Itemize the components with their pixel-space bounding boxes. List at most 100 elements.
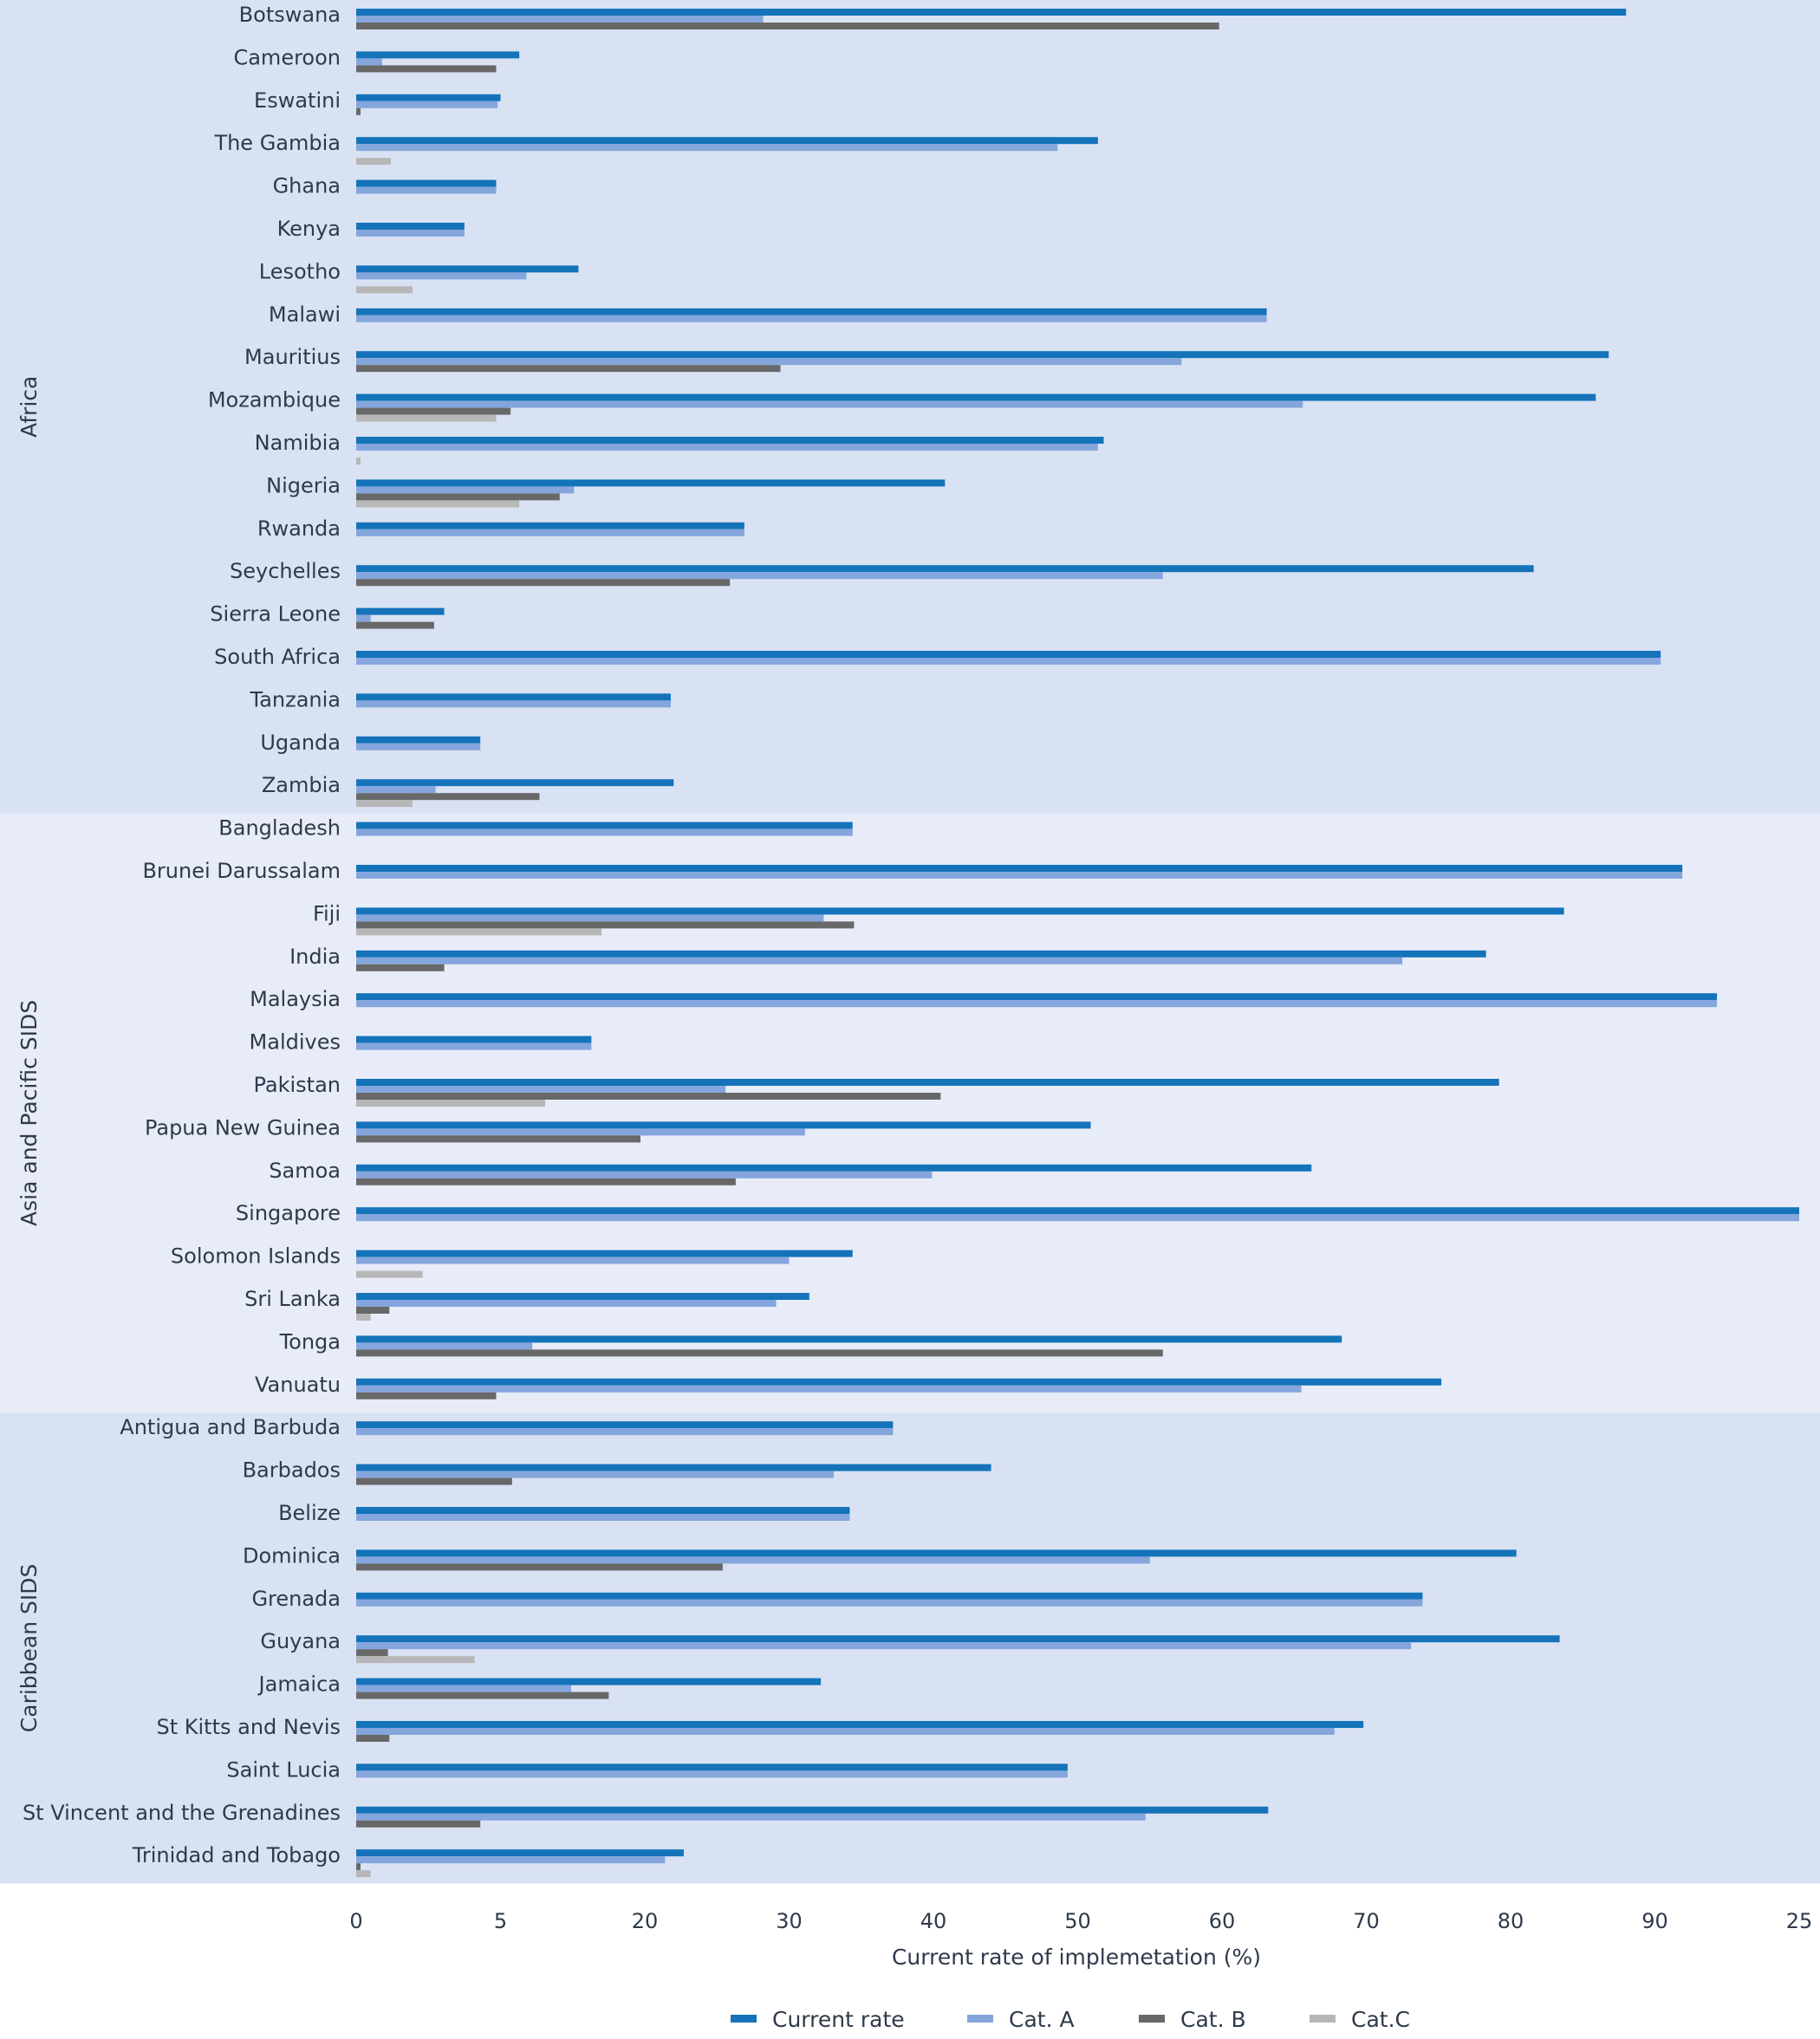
country-label: Botswana <box>239 3 341 27</box>
bar-current-rate <box>356 1464 991 1471</box>
bar-current-rate <box>356 1250 853 1257</box>
country-label: Seychelles <box>230 559 341 583</box>
bar-current-rate <box>356 9 1627 16</box>
bar-cat-a <box>356 1257 790 1264</box>
bar-current-rate <box>356 907 1564 915</box>
bar-current-rate <box>356 308 1267 315</box>
bar-cat-a <box>356 1813 1146 1821</box>
bar-current-rate <box>356 607 445 615</box>
bar-cat-b <box>356 1863 361 1871</box>
x-axis: 0 5 20 30 40 50 60 70 80 90 25 <box>349 1909 1812 1933</box>
legend-item: Cat. B <box>1139 2007 1246 2032</box>
bar-cat-a <box>356 1770 1068 1778</box>
bar-cat-b <box>356 1392 497 1399</box>
x-tick-label: 5 <box>494 1909 507 1933</box>
bar-cat-b <box>356 1563 723 1571</box>
bar-cat-c <box>356 286 413 294</box>
country-label: Barbados <box>243 1458 341 1483</box>
bar-cat-a <box>356 872 1683 879</box>
x-tick-label: 80 <box>1498 1909 1524 1933</box>
country-label: Papua New Guinea <box>145 1115 341 1140</box>
x-axis-title: Current rate of implemetation (%) <box>892 1945 1261 1970</box>
bar-cat-b <box>356 107 361 115</box>
bar-cat-b <box>356 65 497 73</box>
bar-cat-b <box>356 407 511 415</box>
bar-cat-a <box>356 1514 850 1521</box>
bar-cat-a <box>356 315 1267 322</box>
country-label: Lesotho <box>259 259 341 283</box>
bar-cat-c <box>356 158 391 166</box>
legend-item: Cat.C <box>1310 2007 1410 2032</box>
bar-cat-c <box>356 414 497 422</box>
bar-cat-a <box>356 743 481 750</box>
bar-cat-a <box>356 1728 1335 1735</box>
bar-cat-a <box>356 186 497 194</box>
bar-cat-b <box>356 1093 941 1100</box>
bar-cat-a <box>356 786 436 794</box>
bar-cat-b <box>356 1307 390 1314</box>
country-label: St Kitts and Nevis <box>156 1715 341 1739</box>
bar-cat-c <box>356 1656 475 1664</box>
country-label: Grenada <box>251 1587 341 1611</box>
bar-cat-a <box>356 1214 1799 1222</box>
legend-item: Current rate <box>731 2007 905 2032</box>
legend-label: Cat. B <box>1180 2007 1246 2032</box>
bar-current-rate <box>356 1378 1442 1386</box>
bar-cat-c <box>356 1314 371 1321</box>
bar-current-rate <box>356 437 1104 444</box>
bar-current-rate <box>356 1678 822 1685</box>
bar-cat-b <box>356 579 731 587</box>
region-labels: Africa Asia and Pacific SIDS Caribbean SID… <box>16 376 42 1733</box>
country-label: Nigeria <box>266 473 341 497</box>
bar-cat-a <box>356 572 1163 580</box>
bar-cat-b <box>356 621 434 629</box>
bar-current-rate <box>356 1849 684 1857</box>
country-label: Malawi <box>269 302 341 327</box>
country-label: Tanzania <box>250 687 341 711</box>
bar-cat-b <box>356 793 540 801</box>
country-label: Solomon Islands <box>171 1244 341 1269</box>
country-label: Sierra Leone <box>210 602 341 627</box>
bar-current-rate <box>356 522 744 529</box>
bar-current-rate <box>356 1079 1499 1086</box>
legend-label: Current rate <box>772 2007 905 2032</box>
legend-swatch <box>967 2015 993 2023</box>
bar-cat-b <box>356 964 445 971</box>
bar-current-rate <box>356 1335 1342 1343</box>
bar-cat-c <box>356 1100 546 1107</box>
bar-current-rate <box>356 51 520 59</box>
bar-cat-b <box>356 1477 512 1485</box>
bar-cat-a <box>356 1428 894 1436</box>
bar-current-rate <box>356 265 579 273</box>
bar-cat-a <box>356 828 853 836</box>
bar-current-rate <box>356 1806 1269 1814</box>
bar-current-rate <box>356 1549 1517 1557</box>
country-label: Sri Lanka <box>244 1287 341 1311</box>
x-tick-label: 0 <box>349 1909 362 1933</box>
country-label: Saint Lucia <box>226 1757 341 1782</box>
bar-current-rate <box>356 693 671 701</box>
country-label: Uganda <box>260 731 341 755</box>
x-tick-label: 40 <box>920 1909 947 1933</box>
country-label: Maldives <box>250 1030 341 1055</box>
bar-current-rate <box>356 651 1661 658</box>
region-label-1: Asia and Pacific SIDS <box>16 1000 42 1226</box>
country-label: Namibia <box>255 431 341 455</box>
country-label: Belize <box>278 1501 341 1525</box>
country-label: Ghana <box>273 174 341 198</box>
country-label: Samoa <box>269 1159 341 1183</box>
bar-cat-b <box>356 365 781 373</box>
bar-cat-a <box>356 1856 666 1864</box>
bar-cat-b <box>356 1820 481 1828</box>
bar-cat-a <box>356 444 1098 451</box>
bar-cat-a <box>356 486 575 494</box>
region-label-2: Caribbean SIDS <box>16 1564 42 1733</box>
country-label: Zambia <box>262 773 341 797</box>
country-label: India <box>289 945 341 969</box>
country-label: Brunei Darussalam <box>142 859 341 883</box>
bar-current-rate <box>356 736 481 744</box>
bar-current-rate <box>356 1293 809 1300</box>
x-tick-label: 70 <box>1353 1909 1380 1933</box>
legend-label: Cat.C <box>1351 2007 1410 2032</box>
bar-cat-c <box>356 1270 423 1278</box>
